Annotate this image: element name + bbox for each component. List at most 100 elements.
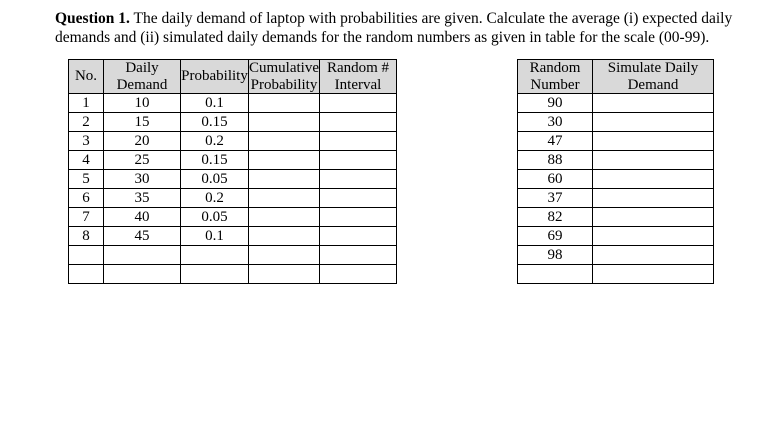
col-header-no: No. <box>68 59 104 94</box>
table-cell: 98 <box>517 245 593 265</box>
table-row: 60 <box>517 169 714 189</box>
table-cell <box>592 93 714 113</box>
table-cell: 1 <box>68 93 104 113</box>
table-cell <box>592 131 714 151</box>
table-cell <box>319 93 397 113</box>
table-cell <box>248 207 320 227</box>
table-cell <box>592 207 714 227</box>
table-cell: 10 <box>103 93 181 113</box>
table-cell <box>592 188 714 208</box>
col-header-cumulative-probability: Cumulative Probability <box>248 59 320 94</box>
table-cell: 0.05 <box>180 207 249 227</box>
table-cell <box>517 264 593 284</box>
table-cell: 4 <box>68 150 104 170</box>
question-line-1: Question 1. The daily demand of laptop w… <box>55 9 770 28</box>
table-cell <box>180 245 249 265</box>
table-cell: 45 <box>103 226 181 246</box>
table-cell: 60 <box>517 169 593 189</box>
table-cell <box>319 188 397 208</box>
table-cell <box>68 264 104 284</box>
table-row: 7 40 0.05 <box>68 207 397 227</box>
table-cell <box>248 245 320 265</box>
table-cell: 37 <box>517 188 593 208</box>
table-row: 2 15 0.15 <box>68 112 397 132</box>
table-row <box>68 245 397 265</box>
col-header-daily-demand: Daily Demand <box>103 59 181 94</box>
table-cell: 47 <box>517 131 593 151</box>
col-header-random-number: Random Number <box>517 59 593 94</box>
table-cell <box>592 264 714 284</box>
table-cell: 3 <box>68 131 104 151</box>
question-number-label: Question 1. <box>55 10 130 27</box>
table-cell <box>248 93 320 113</box>
table-cell: 0.1 <box>180 93 249 113</box>
table-cell <box>319 207 397 227</box>
table-row: 47 <box>517 131 714 151</box>
table-cell: 0.2 <box>180 131 249 151</box>
table-row: 37 <box>517 188 714 208</box>
table-cell: 30 <box>103 169 181 189</box>
table-cell: 40 <box>103 207 181 227</box>
col-header-probability: Probability <box>180 59 249 94</box>
table-cell <box>319 245 397 265</box>
table-cell <box>248 264 320 284</box>
table-cell: 8 <box>68 226 104 246</box>
table-row: 4 25 0.15 <box>68 150 397 170</box>
table-cell: 90 <box>517 93 593 113</box>
table-cell <box>248 131 320 151</box>
table-cell <box>248 226 320 246</box>
table-cell <box>103 245 181 265</box>
table-cell: 35 <box>103 188 181 208</box>
col-header-random-interval: Random # Interval <box>319 59 397 94</box>
table-cell <box>592 112 714 132</box>
table-cell <box>248 169 320 189</box>
table-cell <box>319 112 397 132</box>
table-cell <box>319 131 397 151</box>
table-cell <box>319 150 397 170</box>
table-cell: 88 <box>517 150 593 170</box>
table-row: 6 35 0.2 <box>68 188 397 208</box>
table-row: 5 30 0.05 <box>68 169 397 189</box>
table-cell: 30 <box>517 112 593 132</box>
question-line-1-text: The daily demand of laptop with probabil… <box>129 10 733 27</box>
question-line-2: demands and (ii) simulated daily demands… <box>55 29 710 46</box>
table-cell <box>68 245 104 265</box>
table-row: 98 <box>517 245 714 265</box>
demand-probability-table: No. Daily Demand Probability Cumulative … <box>68 59 397 284</box>
table-row: 82 <box>517 207 714 227</box>
simulation-table-body: 90 30 47 88 60 37 82 69 98 <box>517 93 714 284</box>
table-cell <box>180 264 249 284</box>
table-cell: 15 <box>103 112 181 132</box>
question-text: Question 1. The daily demand of laptop w… <box>55 9 770 47</box>
table-row: 90 <box>517 93 714 113</box>
table-cell: 6 <box>68 188 104 208</box>
col-header-simulate-daily-demand: Simulate Daily Demand <box>592 59 714 94</box>
table-row <box>68 264 397 284</box>
table-cell <box>319 226 397 246</box>
table-cell: 0.2 <box>180 188 249 208</box>
table-cell: 25 <box>103 150 181 170</box>
table-cell <box>592 245 714 265</box>
table-cell <box>319 169 397 189</box>
table-cell <box>248 112 320 132</box>
table-cell <box>103 264 181 284</box>
table-row: 3 20 0.2 <box>68 131 397 151</box>
table-cell <box>592 226 714 246</box>
table-cell <box>248 150 320 170</box>
table-row <box>517 264 714 284</box>
demand-table-body: 1 10 0.1 2 15 0.15 3 20 0.2 4 25 0.15 5 30 0.05 6 35 0.2 7… <box>68 93 397 284</box>
table-row: 30 <box>517 112 714 132</box>
table-cell: 0.15 <box>180 150 249 170</box>
table-cell: 2 <box>68 112 104 132</box>
table-row: 88 <box>517 150 714 170</box>
table-cell: 0.05 <box>180 169 249 189</box>
table-cell: 7 <box>68 207 104 227</box>
table-cell: 82 <box>517 207 593 227</box>
table-row: 69 <box>517 226 714 246</box>
table-cell: 20 <box>103 131 181 151</box>
demand-table-header-row: No. Daily Demand Probability Cumulative … <box>68 59 397 94</box>
table-cell <box>592 150 714 170</box>
table-cell: 69 <box>517 226 593 246</box>
table-cell: 0.1 <box>180 226 249 246</box>
table-row: 8 45 0.1 <box>68 226 397 246</box>
